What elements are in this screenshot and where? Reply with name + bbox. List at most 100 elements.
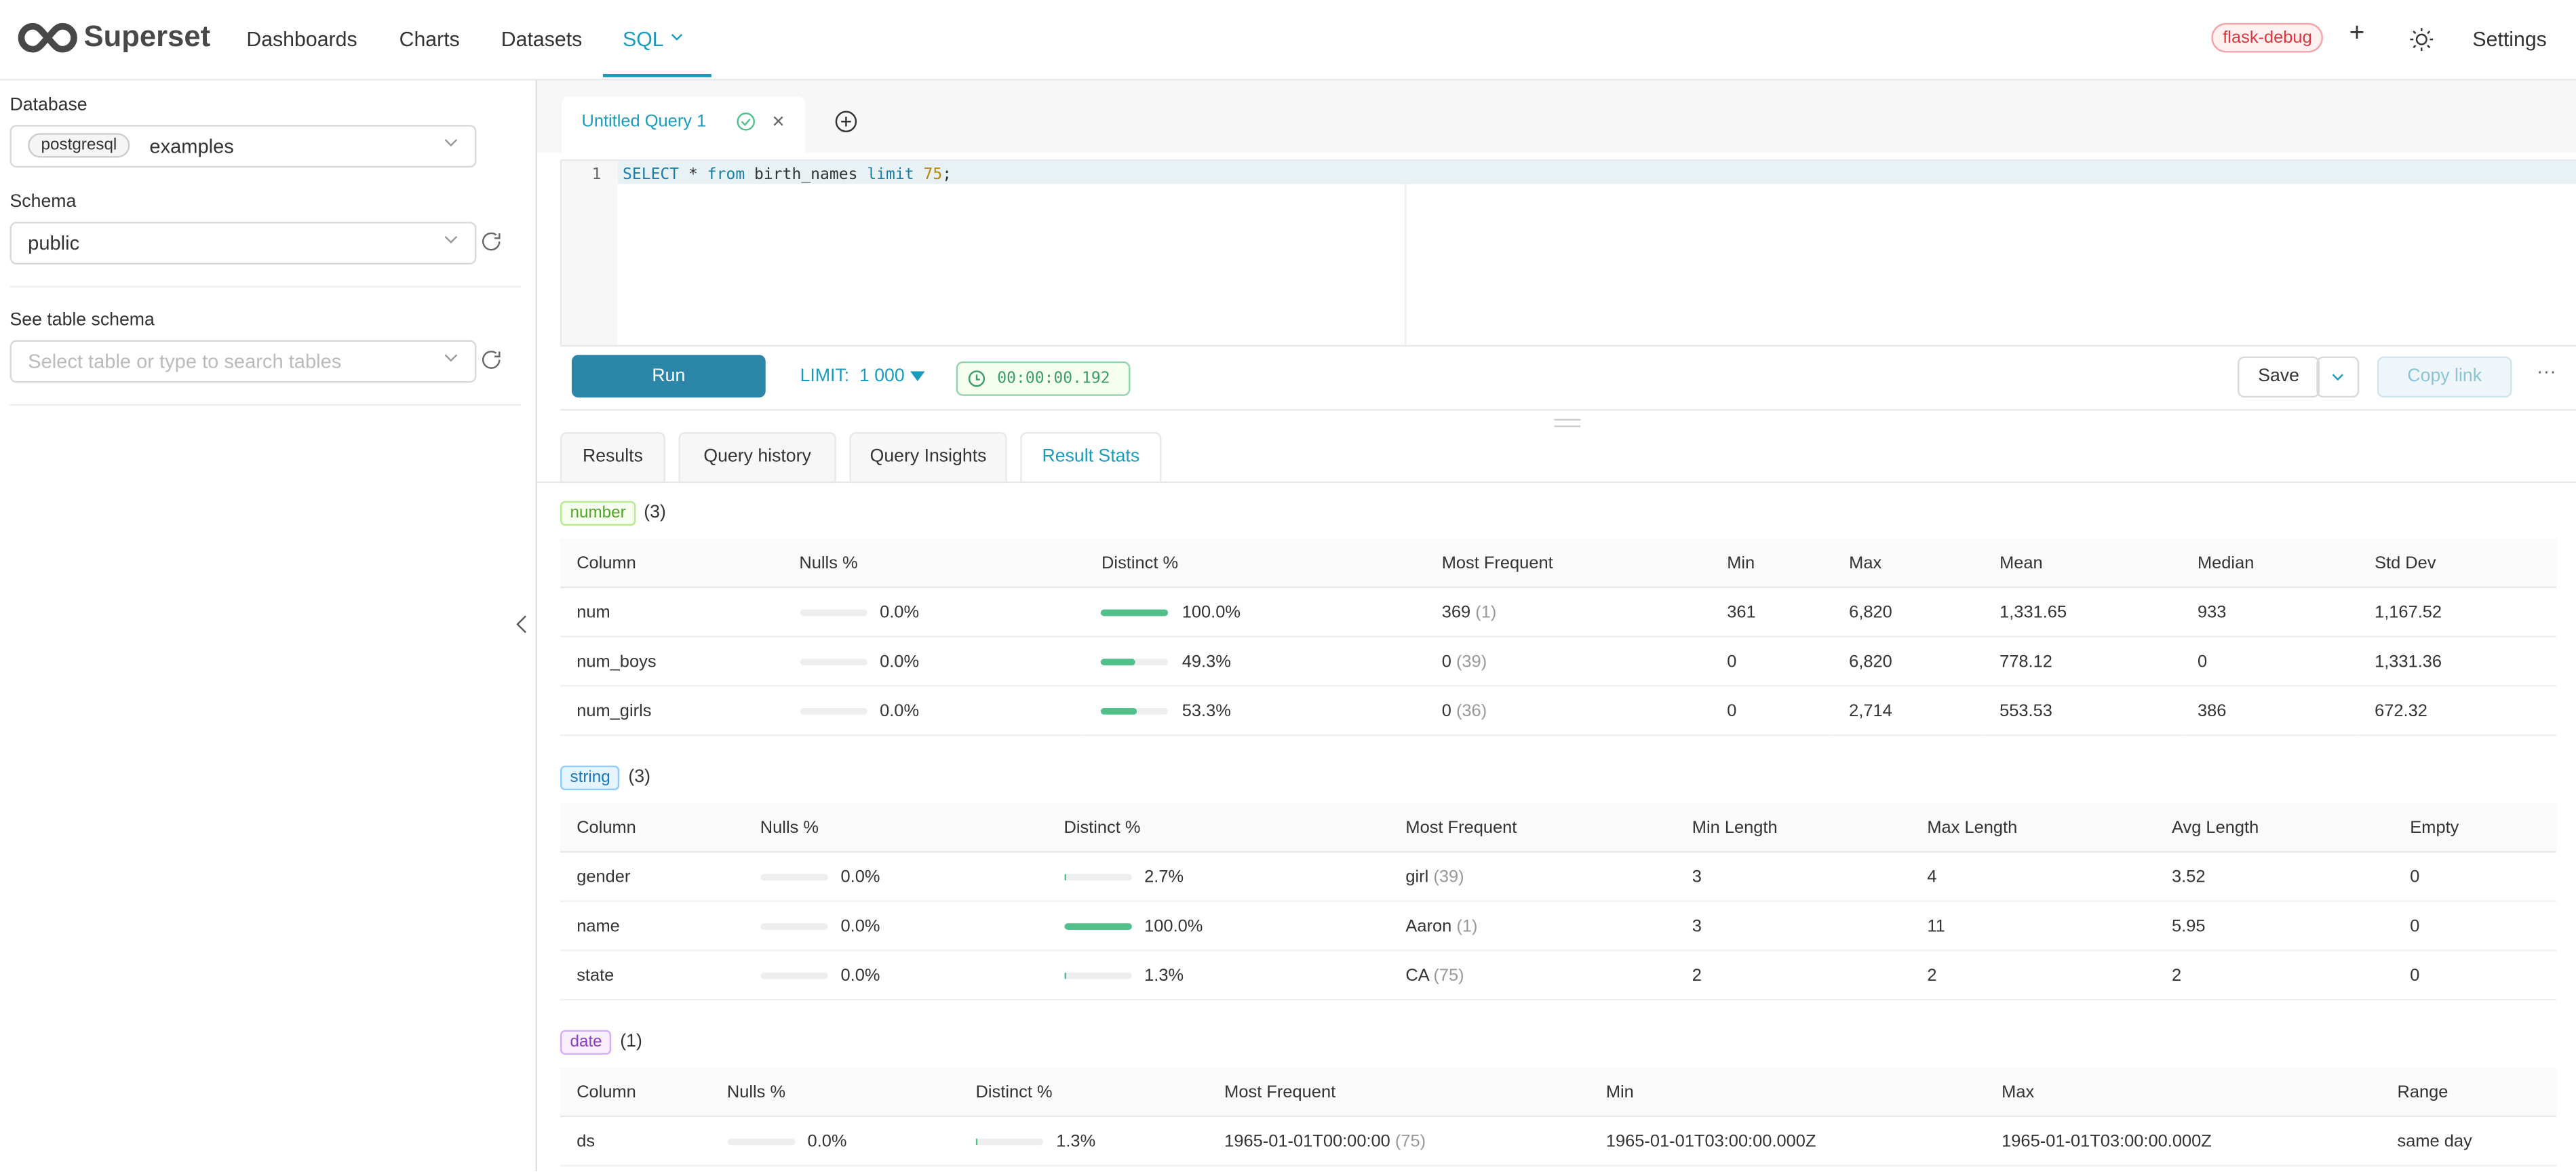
nav-item[interactable]: Dashboards bbox=[246, 28, 357, 52]
close-tab[interactable]: × bbox=[772, 108, 785, 134]
add-button[interactable]: + bbox=[2349, 20, 2365, 48]
cell-value: num bbox=[577, 602, 610, 622]
database-select[interactable]: postgresql examples bbox=[9, 125, 477, 168]
column-header: Max bbox=[1985, 1068, 2381, 1118]
cell-value: 0 bbox=[2410, 866, 2420, 886]
cell-value: 1.3% bbox=[1056, 1131, 1096, 1151]
settings-menu[interactable]: Settings bbox=[2472, 28, 2547, 52]
cell-value: 0 bbox=[1727, 651, 1737, 671]
type-tag: string bbox=[560, 765, 621, 791]
column-header: Nulls % bbox=[710, 1068, 960, 1118]
column-header: Min bbox=[1711, 539, 1833, 589]
table-cell: 1,167.52 bbox=[2358, 587, 2556, 638]
bar-track bbox=[1063, 922, 1131, 930]
table-select[interactable]: Select table or type to search tables bbox=[9, 340, 477, 383]
cell-value: 1965-01-01T03:00:00.000Z bbox=[2002, 1131, 2212, 1151]
collapse-button[interactable] bbox=[514, 614, 530, 634]
table-cell: num_girls bbox=[560, 686, 783, 737]
table-cell: 933 bbox=[2181, 587, 2358, 638]
more-menu[interactable]: ··· bbox=[2536, 359, 2556, 383]
new-tab-button[interactable] bbox=[834, 110, 857, 133]
sql-editor[interactable]: 1 SELECT * from birth_names limit 75; bbox=[560, 159, 2576, 347]
limit-label: LIMIT: bbox=[800, 366, 850, 387]
bar-fill bbox=[975, 1137, 977, 1145]
status-icon bbox=[737, 112, 756, 131]
table-row: gender 0.0% 2.7% girl (39) 3 4 3.52 0 bbox=[560, 851, 2556, 902]
save-dropdown[interactable] bbox=[2316, 356, 2360, 398]
cell-value: 1965-01-01T00:00:00 bbox=[1224, 1131, 1390, 1151]
resize-handle[interactable] bbox=[1554, 418, 1581, 427]
chevron bbox=[444, 235, 458, 243]
table-cell: 49.3% bbox=[1085, 636, 1426, 687]
count: (3) bbox=[644, 503, 666, 523]
bar-track bbox=[799, 707, 867, 714]
cell-value: 1,167.52 bbox=[2375, 602, 2442, 622]
nav-item[interactable]: Datasets bbox=[501, 28, 583, 52]
table-cell: 53.3% bbox=[1085, 686, 1426, 737]
table-cell: num bbox=[560, 587, 783, 638]
table-cell: 3 bbox=[1675, 851, 1911, 902]
stats-table: Column Nulls % Distinct % Most Frequent Min … bbox=[560, 803, 2556, 1001]
line-number: 1 bbox=[591, 165, 602, 184]
table-cell: num_boys bbox=[560, 636, 783, 687]
table-cell: 672.32 bbox=[2358, 686, 2556, 737]
cell-value: 0 bbox=[2410, 965, 2420, 985]
bar-track bbox=[975, 1137, 1043, 1145]
table-cell: ds bbox=[560, 1116, 711, 1167]
cell-value: 1965-01-01T03:00:00.000Z bbox=[1605, 1131, 1816, 1151]
cell-value: 4 bbox=[1927, 866, 1937, 886]
column-header: Std Dev bbox=[2358, 539, 2556, 589]
column-header: Nulls % bbox=[783, 539, 1085, 589]
table-cell: 6,820 bbox=[1832, 587, 1983, 638]
engine-tag: postgresql bbox=[28, 133, 130, 158]
table-cell: 369 (1) bbox=[1425, 587, 1711, 638]
nav-item[interactable]: SQL bbox=[623, 28, 664, 52]
refresh-button[interactable] bbox=[480, 349, 503, 372]
timer-value: 00:00:00.192 bbox=[997, 369, 1110, 388]
table-cell: 1.3% bbox=[1047, 950, 1390, 1001]
label: Schema bbox=[9, 192, 77, 212]
refresh-button[interactable] bbox=[480, 230, 503, 253]
cell-value: 0.0% bbox=[807, 1131, 847, 1151]
limit-value: 1 000 bbox=[859, 366, 905, 387]
column-header: Most Frequent bbox=[1389, 803, 1676, 853]
query-tab[interactable]: Untitled Query 1 × bbox=[562, 96, 805, 153]
table-cell: 0.0% bbox=[743, 901, 1048, 952]
type-tag: number bbox=[560, 501, 636, 526]
column-header: Range bbox=[2381, 1068, 2556, 1118]
header-row: Column Nulls % Distinct % Most Frequent Min M… bbox=[560, 539, 2556, 589]
theme-button[interactable] bbox=[2410, 28, 2434, 52]
result-tab[interactable]: Query Insights bbox=[849, 432, 1007, 484]
cell-value: 2,714 bbox=[1849, 701, 1892, 721]
cell-value: 100.0% bbox=[1182, 602, 1241, 622]
result-tab[interactable]: Query history bbox=[678, 432, 836, 484]
table-cell: 3.52 bbox=[2155, 851, 2394, 902]
table-cell: girl (39) bbox=[1389, 851, 1676, 902]
cell-value: 0 bbox=[2410, 916, 2420, 936]
cell-value: 386 bbox=[2197, 701, 2227, 721]
table-cell: 11 bbox=[1911, 901, 2155, 952]
result-tab[interactable]: Results bbox=[560, 432, 665, 484]
result-tab[interactable]: Result Stats bbox=[1020, 432, 1162, 484]
cell-value: 361 bbox=[1727, 602, 1756, 622]
cell-count: (39) bbox=[1433, 866, 1464, 886]
label: Database bbox=[9, 95, 87, 115]
main-panel: Untitled Query 1 × 1 SELECT * from birth… bbox=[537, 80, 2576, 1172]
count: (1) bbox=[620, 1032, 642, 1052]
limit-dropdown[interactable]: LIMIT: 1 000 bbox=[800, 366, 924, 386]
table-cell: 0.0% bbox=[783, 636, 1085, 687]
bar-fill bbox=[1063, 922, 1131, 930]
label: See table schema bbox=[9, 310, 155, 330]
copy-link-button[interactable]: Copy link bbox=[2377, 356, 2512, 398]
save-button[interactable]: Save bbox=[2238, 356, 2320, 398]
cell-value: 933 bbox=[2197, 602, 2227, 622]
navbar: Superset Dashboards Charts Datasets SQL … bbox=[0, 0, 2576, 81]
active-indicator bbox=[602, 73, 711, 77]
nav-item[interactable]: Charts bbox=[399, 28, 460, 52]
column-header: Nulls % bbox=[743, 803, 1048, 853]
run-button[interactable]: Run bbox=[571, 355, 766, 398]
schema-select[interactable]: public bbox=[9, 221, 477, 265]
column-header: Column bbox=[560, 1068, 711, 1118]
cell-value: 2 bbox=[1692, 965, 1702, 985]
brand[interactable]: Superset bbox=[83, 20, 211, 53]
